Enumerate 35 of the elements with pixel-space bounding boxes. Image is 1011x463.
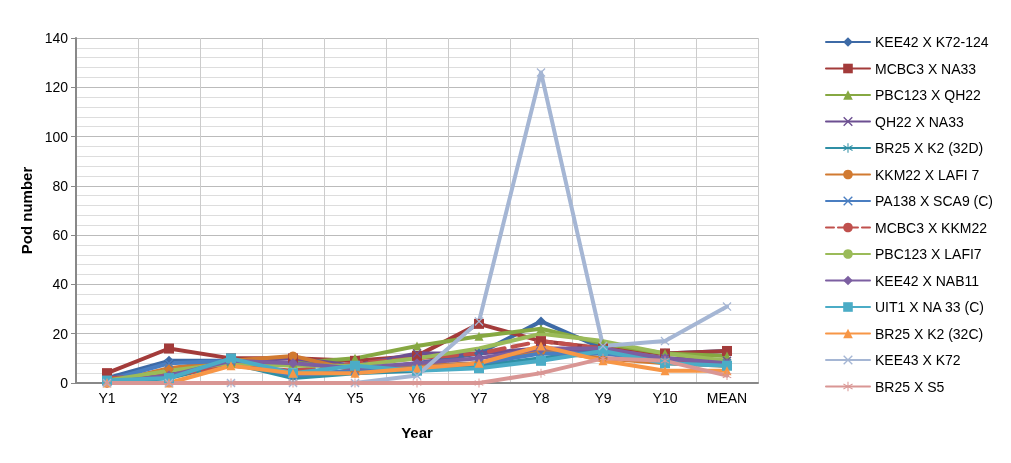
legend-label: KEE43 X K72 bbox=[874, 352, 961, 368]
legend-label: QH22 X NA33 bbox=[874, 113, 964, 130]
y-tick-label: 100 bbox=[44, 128, 69, 145]
legend-label: BR25 X K2 (32D) bbox=[874, 140, 984, 156]
x-tick-label: Y8 bbox=[532, 390, 550, 406]
y-tick-label: 140 bbox=[44, 30, 69, 46]
legend-label: PA138 X SCA9 (C) bbox=[874, 193, 994, 209]
y-tick-label: 0 bbox=[60, 375, 69, 391]
x-axis-title: Year bbox=[401, 424, 434, 441]
x-tick-label: Y4 bbox=[284, 390, 302, 406]
legend-label: BR25 X S5 bbox=[874, 378, 945, 395]
legend-label: PBC123 X LAFI7 bbox=[874, 246, 982, 262]
legend-label: PBC123 X QH22 bbox=[874, 87, 982, 103]
y-tick-label: 60 bbox=[52, 227, 69, 244]
x-tick-label: Y6 bbox=[408, 390, 426, 406]
x-tick-label: Y5 bbox=[346, 390, 364, 406]
legend-label: MCBC3 X KKM22 bbox=[874, 219, 988, 236]
x-tick-label: Y10 bbox=[652, 390, 678, 406]
x-tick-label: Y3 bbox=[222, 390, 240, 406]
y-tick-label: 20 bbox=[52, 325, 69, 342]
legend-label: UIT1 X NA 33 (C) bbox=[874, 299, 984, 315]
legend-label: MCBC3 X NA33 bbox=[874, 60, 977, 77]
legend-label: BR25 X K2 (32C) bbox=[874, 325, 984, 342]
x-tick-label: Y7 bbox=[470, 390, 488, 406]
legend-label: KKM22 X LAFI 7 bbox=[874, 166, 980, 183]
x-tick-label: Y1 bbox=[98, 390, 116, 406]
x-tick-label: MEAN bbox=[706, 390, 748, 406]
legend-label: KEE42 X NAB11 bbox=[874, 272, 980, 289]
x-tick-label: Y9 bbox=[594, 390, 612, 406]
legend-label: KEE42 X K72-124 bbox=[874, 34, 989, 50]
y-tick-label: 40 bbox=[52, 276, 69, 293]
y-tick-label: 120 bbox=[44, 79, 69, 96]
x-tick-label: Y2 bbox=[160, 390, 178, 406]
y-tick-label: 80 bbox=[52, 177, 69, 194]
y-axis-title: Pod number bbox=[17, 166, 35, 255]
